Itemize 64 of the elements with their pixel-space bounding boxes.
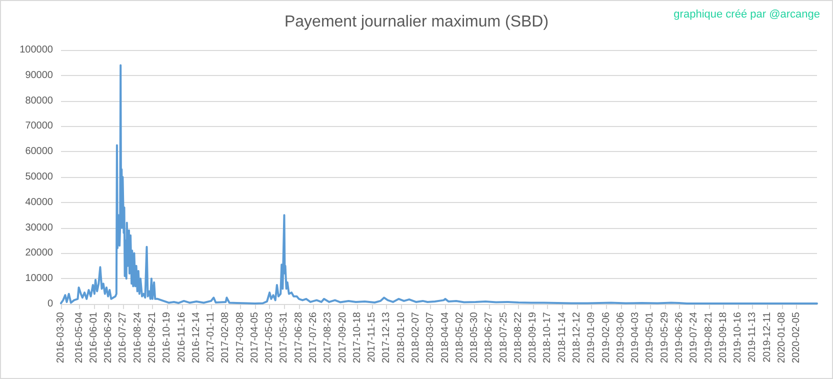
x-tick-label: 2019-12-11: [762, 312, 773, 362]
x-tick-label: 2019-07-24: [688, 312, 700, 364]
x-tick-label: 2018-05-02: [454, 312, 466, 364]
x-tick-label: 2018-09-19: [528, 312, 539, 364]
x-tick-label: 2019-04-03: [630, 312, 642, 364]
x-tick-label: 2018-01-10: [396, 312, 407, 364]
x-tick-label: 2018-02-07: [410, 312, 422, 364]
x-tick-label: 2018-12-12: [572, 312, 583, 364]
x-tick-label: 2019-01-09: [586, 312, 598, 364]
x-tick-label: 2016-10-19: [162, 312, 173, 364]
x-tick-label: 2018-07-25: [498, 312, 510, 364]
x-tick-label: 2017-06-28: [293, 312, 304, 364]
x-tick-label: 2019-11-13: [747, 312, 758, 362]
x-tick-label: 2020-02-05: [791, 312, 802, 364]
x-tick-label: 2018-05-30: [469, 312, 480, 364]
x-tick-label: 2017-08-23: [322, 312, 334, 364]
x-tick-label: 2017-04-05: [249, 312, 260, 364]
x-tick-label: 2018-04-04: [440, 312, 451, 364]
x-tick-label: 2016-07-27: [118, 312, 129, 364]
x-tick-label: 2017-05-31: [278, 312, 290, 364]
x-tick-label: 2019-02-06: [600, 312, 612, 364]
y-tick-label: 90000: [25, 70, 54, 81]
x-tick-label: 2018-03-07: [425, 312, 436, 364]
y-tick-label: 60000: [25, 146, 54, 158]
x-tick-label: 2016-12-14: [190, 312, 202, 364]
x-tick-label: 2016-05-04: [74, 312, 85, 364]
x-tick-label: 2016-09-21: [146, 312, 158, 364]
x-tick-label: 2019-05-01: [644, 312, 656, 364]
y-tick-label: 100000: [20, 44, 54, 56]
x-tick-label: 2017-10-18: [352, 312, 363, 364]
y-tick-label: 40000: [25, 196, 54, 208]
x-tick-label: 2019-06-26: [674, 312, 685, 364]
y-tick-label: 20000: [25, 248, 54, 259]
x-tick-label: 2018-08-22: [512, 312, 524, 364]
x-tick-label: 2020-01-08: [776, 312, 788, 364]
x-tick-label: 2017-12-13: [381, 312, 392, 364]
x-tick-label: 2019-03-06: [615, 312, 626, 364]
x-tick-label: 2017-02-08: [220, 312, 232, 364]
x-tick-label: 2016-03-30: [56, 312, 66, 364]
x-tick-label: 2018-11-14: [556, 312, 568, 362]
y-tick-label: 30000: [25, 222, 54, 234]
y-tick-label: 50000: [25, 172, 54, 182]
x-tick-label: 2019-09-18: [718, 312, 729, 364]
y-tick-label: 10000: [25, 273, 54, 284]
x-tick-label: 2017-05-03: [264, 312, 276, 364]
x-tick-label: 2016-08-24: [132, 312, 144, 364]
x-tick-label: 2017-01-11: [206, 312, 217, 362]
x-tick-label: 2017-11-15: [366, 312, 378, 362]
x-tick-label: 2018-06-27: [484, 312, 495, 364]
x-tick-label: 2019-05-29: [659, 312, 670, 364]
x-tick-label: 2016-06-29: [103, 312, 114, 364]
y-tick-label: 0: [47, 298, 54, 310]
text: graphique créé par @arcange: [674, 8, 820, 20]
y-tick-label: 80000: [25, 95, 54, 106]
x-tick-label: 2017-09-20: [337, 312, 348, 364]
x-tick-label: 2016-11-16: [176, 312, 188, 362]
x-tick-label: 2019-10-16: [732, 312, 744, 364]
chart-title: Payement journalier maximum (SBD): [284, 14, 549, 30]
x-tick-label: 2018-10-17: [542, 312, 554, 364]
x-tick-label: 2017-07-26: [308, 312, 320, 364]
x-tick-label: 2019-08-21: [703, 312, 714, 364]
y-tick-label: 70000: [25, 120, 54, 132]
x-tick-label: 2017-03-08: [234, 312, 246, 364]
x-tick-label: 2016-06-01: [88, 312, 100, 364]
